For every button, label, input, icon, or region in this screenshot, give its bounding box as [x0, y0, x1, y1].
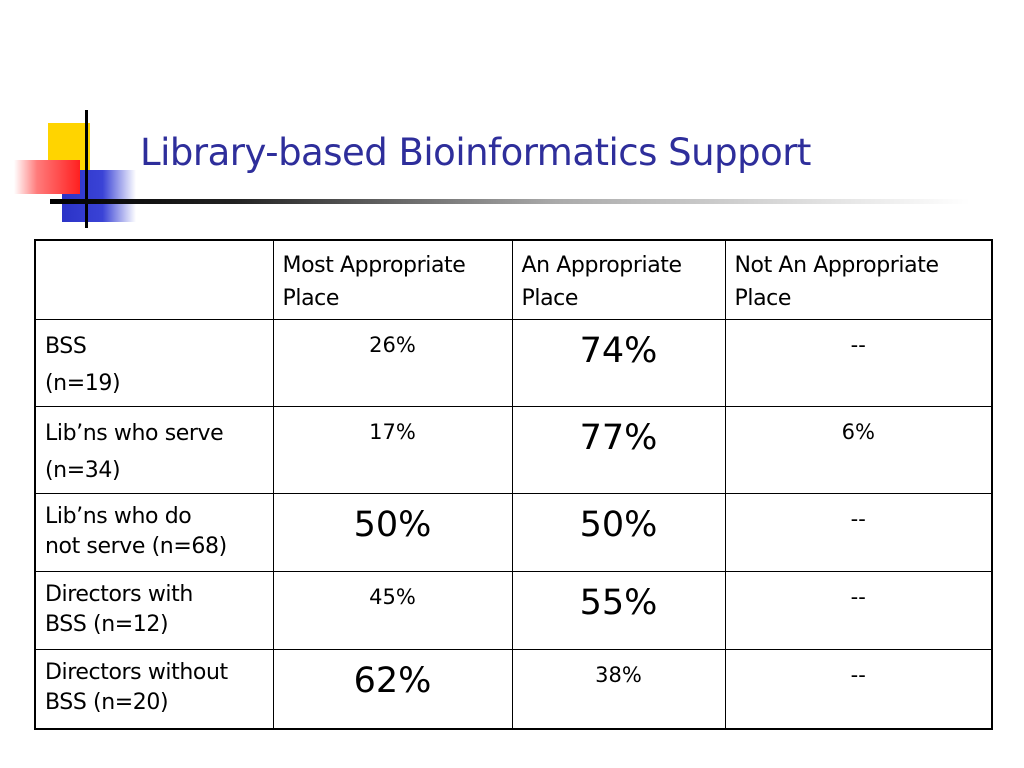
row-label-line1: Lib’ns who serve — [45, 421, 224, 446]
cell-most-appropriate: 45% — [272, 571, 513, 650]
row-label-line1: Directors without — [45, 660, 228, 685]
cell-not-appropriate: -- — [724, 649, 993, 729]
table-row: Lib’ns who do not serve (n=68) 50% 50% -… — [34, 493, 993, 572]
slide-logo-icon — [0, 0, 140, 240]
row-label-line2: BSS (n=12) — [45, 612, 169, 637]
cell-an-appropriate: 77% — [511, 406, 726, 494]
cell-value: -- — [850, 663, 866, 687]
cell-not-appropriate: -- — [724, 571, 993, 650]
column-header-most-appropriate: Most Appropriate Place — [272, 239, 513, 320]
row-label-directors-with-bss: Directors with BSS (n=12) — [34, 571, 274, 650]
cell-not-appropriate: 6% — [724, 406, 993, 494]
row-label-line2: (n=19) — [45, 371, 121, 396]
cell-value: 26% — [369, 333, 416, 357]
cell-value: -- — [850, 333, 866, 357]
cell-most-appropriate: 26% — [272, 319, 513, 407]
cell-value: 6% — [841, 420, 875, 444]
cell-an-appropriate: 55% — [511, 571, 726, 650]
cell-value: 17% — [369, 420, 416, 444]
cell-value: 50% — [579, 505, 658, 545]
title-underline-rule — [50, 199, 970, 204]
cell-value: 38% — [595, 663, 642, 687]
row-label-line2: BSS (n=20) — [45, 690, 169, 715]
cell-an-appropriate: 38% — [511, 649, 726, 729]
table-row: Lib’ns who serve (n=34) 17% 77% 6% — [34, 406, 993, 494]
row-label-libns-who-serve: Lib’ns who serve (n=34) — [34, 406, 274, 494]
row-label-line1: Directors with — [45, 582, 193, 607]
cell-value: 45% — [369, 585, 416, 609]
row-label-libns-who-do-not-serve: Lib’ns who do not serve (n=68) — [34, 493, 274, 572]
cell-not-appropriate: -- — [724, 319, 993, 407]
cell-value: 50% — [353, 505, 432, 545]
row-label-line1: BSS — [45, 334, 87, 359]
cell-an-appropriate: 74% — [511, 319, 726, 407]
cell-value: 62% — [353, 661, 432, 701]
column-header-an-appropriate: An Appropriate Place — [511, 239, 726, 320]
table-header-row: Most Appropriate Place An Appropriate Pl… — [34, 239, 993, 320]
row-label-line1: Lib’ns who do — [45, 504, 192, 529]
row-label-line2: (n=34) — [45, 458, 121, 483]
column-header-not-appropriate: Not An Appropriate Place — [724, 239, 993, 320]
table-row: BSS (n=19) 26% 74% -- — [34, 319, 993, 407]
cell-most-appropriate: 17% — [272, 406, 513, 494]
row-label-bss: BSS (n=19) — [34, 319, 274, 407]
cell-value: 74% — [579, 331, 658, 371]
cell-value: 77% — [579, 418, 658, 458]
row-label-line2: not serve (n=68) — [45, 534, 227, 559]
logo-red-square — [14, 160, 80, 194]
slide-title: Library-based Bioinformatics Support — [140, 131, 811, 174]
cell-value: 55% — [579, 583, 658, 623]
table-row: Directors with BSS (n=12) 45% 55% -- — [34, 571, 993, 650]
cell-most-appropriate: 62% — [272, 649, 513, 729]
cell-an-appropriate: 50% — [511, 493, 726, 572]
table-row: Directors without BSS (n=20) 62% 38% -- — [34, 649, 993, 729]
cell-value: -- — [850, 507, 866, 531]
cell-most-appropriate: 50% — [272, 493, 513, 572]
logo-vertical-line — [85, 110, 88, 228]
cell-not-appropriate: -- — [724, 493, 993, 572]
column-header-empty — [34, 239, 274, 320]
results-table: Most Appropriate Place An Appropriate Pl… — [34, 239, 993, 730]
cell-value: -- — [850, 585, 866, 609]
row-label-directors-without-bss: Directors without BSS (n=20) — [34, 649, 274, 729]
